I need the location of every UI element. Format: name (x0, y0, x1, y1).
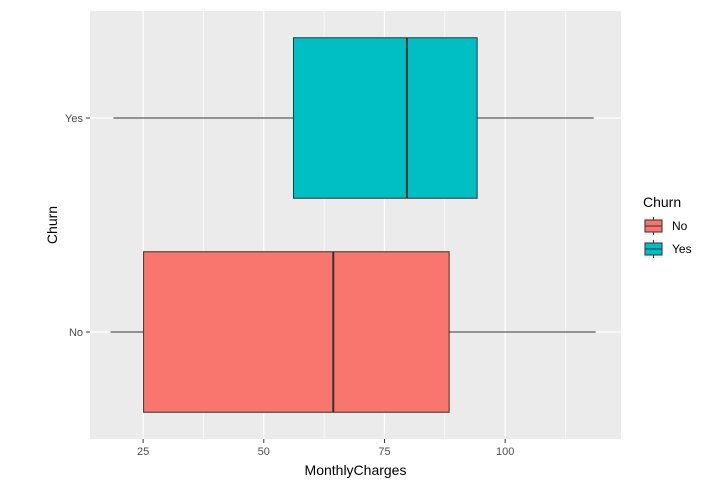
y-axis-ticks: No Yes (65, 113, 90, 339)
y-tick-label: Yes (65, 113, 83, 125)
y-tick-label: No (69, 327, 83, 339)
y-axis-title: Churn (44, 206, 60, 244)
x-axis-title: MonthlyCharges (305, 462, 407, 478)
x-axis-ticks: 25 50 75 100 (137, 439, 514, 458)
boxes (110, 37, 596, 413)
x-tick-label: 100 (496, 446, 514, 458)
legend-title: Churn (643, 194, 681, 210)
box-iqr (143, 251, 450, 413)
box-yes (113, 37, 594, 199)
box-no (110, 251, 596, 413)
legend-label-yes: Yes (672, 242, 692, 256)
x-tick-label: 25 (137, 446, 149, 458)
x-tick-label: 50 (258, 446, 270, 458)
box-iqr (292, 37, 478, 199)
x-tick-label: 75 (378, 446, 390, 458)
legend: Churn No Yes (643, 194, 692, 258)
legend-label-no: No (672, 219, 688, 233)
